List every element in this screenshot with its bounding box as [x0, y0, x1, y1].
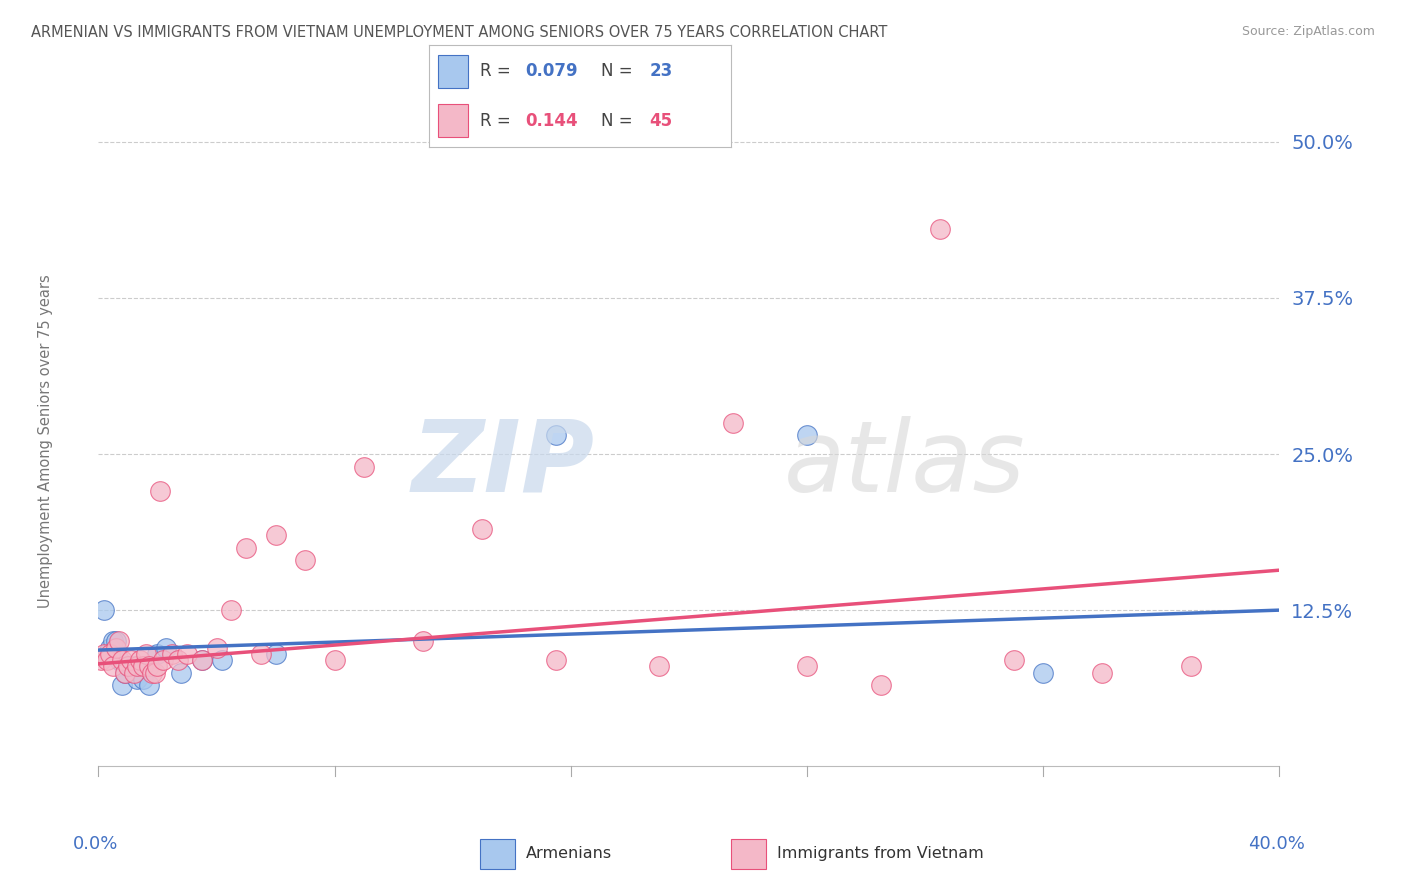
Point — [143, 665, 166, 680]
Point — [796, 659, 818, 673]
Point — [93, 603, 115, 617]
Text: Immigrants from Vietnam: Immigrants from Vietnam — [776, 847, 983, 861]
Point — [176, 647, 198, 661]
Point — [264, 528, 287, 542]
Point — [1002, 653, 1025, 667]
Point — [235, 541, 257, 555]
Point — [146, 647, 169, 661]
Text: ARMENIAN VS IMMIGRANTS FROM VIETNAM UNEMPLOYMENT AMONG SENIORS OVER 75 YEARS COR: ARMENIAN VS IMMIGRANTS FROM VIETNAM UNEM… — [31, 25, 887, 40]
Point — [103, 634, 125, 648]
Point — [117, 659, 139, 673]
Point — [105, 634, 128, 648]
Text: R =: R = — [481, 112, 516, 129]
Point — [191, 653, 214, 667]
Text: 0.144: 0.144 — [526, 112, 578, 129]
Point — [98, 647, 121, 661]
Text: Unemployment Among Seniors over 75 years: Unemployment Among Seniors over 75 years — [38, 275, 53, 608]
Point — [122, 665, 145, 680]
Point — [929, 222, 952, 236]
Point — [294, 553, 316, 567]
Point — [125, 659, 148, 673]
Text: 23: 23 — [650, 62, 672, 80]
Text: 0.0%: 0.0% — [73, 835, 118, 853]
Point — [152, 653, 174, 667]
Point — [191, 653, 214, 667]
Point — [221, 603, 243, 617]
Point — [125, 672, 148, 686]
Point — [149, 484, 172, 499]
Point — [132, 659, 155, 673]
Point — [108, 634, 131, 648]
Text: atlas: atlas — [783, 416, 1025, 513]
Point — [114, 665, 136, 680]
FancyBboxPatch shape — [437, 104, 468, 137]
Text: R =: R = — [481, 62, 516, 80]
Text: N =: N = — [602, 62, 638, 80]
Text: Armenians: Armenians — [526, 847, 612, 861]
Point — [1180, 659, 1202, 673]
Point — [648, 659, 671, 673]
Text: ZIP: ZIP — [412, 416, 595, 513]
Point — [111, 653, 134, 667]
Point — [1091, 665, 1114, 680]
Point — [103, 659, 125, 673]
Point — [114, 665, 136, 680]
FancyBboxPatch shape — [731, 838, 766, 869]
Point — [93, 647, 115, 661]
Point — [138, 659, 160, 673]
Point — [870, 678, 893, 692]
Point — [412, 634, 434, 648]
Point — [138, 678, 160, 692]
Point — [105, 640, 128, 655]
Point — [128, 653, 150, 667]
Point — [117, 659, 139, 673]
Point — [120, 659, 142, 673]
Point — [132, 672, 155, 686]
Point — [211, 653, 233, 667]
Point — [546, 428, 568, 442]
Point — [141, 665, 163, 680]
Point — [170, 665, 193, 680]
Point — [264, 647, 287, 661]
Point — [546, 653, 568, 667]
Point — [98, 640, 121, 655]
Text: N =: N = — [602, 112, 638, 129]
Point — [111, 678, 134, 692]
Point — [471, 522, 494, 536]
FancyBboxPatch shape — [437, 55, 468, 87]
Point — [205, 640, 228, 655]
Point — [167, 653, 190, 667]
Point — [90, 653, 112, 667]
Point — [162, 647, 183, 661]
Point — [353, 459, 375, 474]
Point — [120, 653, 142, 667]
Point — [155, 640, 177, 655]
Point — [250, 647, 273, 661]
Point — [146, 659, 169, 673]
FancyBboxPatch shape — [479, 838, 515, 869]
Text: 40.0%: 40.0% — [1249, 835, 1305, 853]
Point — [135, 647, 157, 661]
Point — [1032, 665, 1054, 680]
Point — [96, 647, 118, 661]
Point — [108, 653, 131, 667]
Point — [323, 653, 346, 667]
Text: 0.079: 0.079 — [526, 62, 578, 80]
Text: 45: 45 — [650, 112, 672, 129]
Point — [723, 416, 745, 430]
Point — [96, 653, 118, 667]
Point — [122, 659, 145, 673]
Text: Source: ZipAtlas.com: Source: ZipAtlas.com — [1241, 25, 1375, 38]
Point — [796, 428, 818, 442]
